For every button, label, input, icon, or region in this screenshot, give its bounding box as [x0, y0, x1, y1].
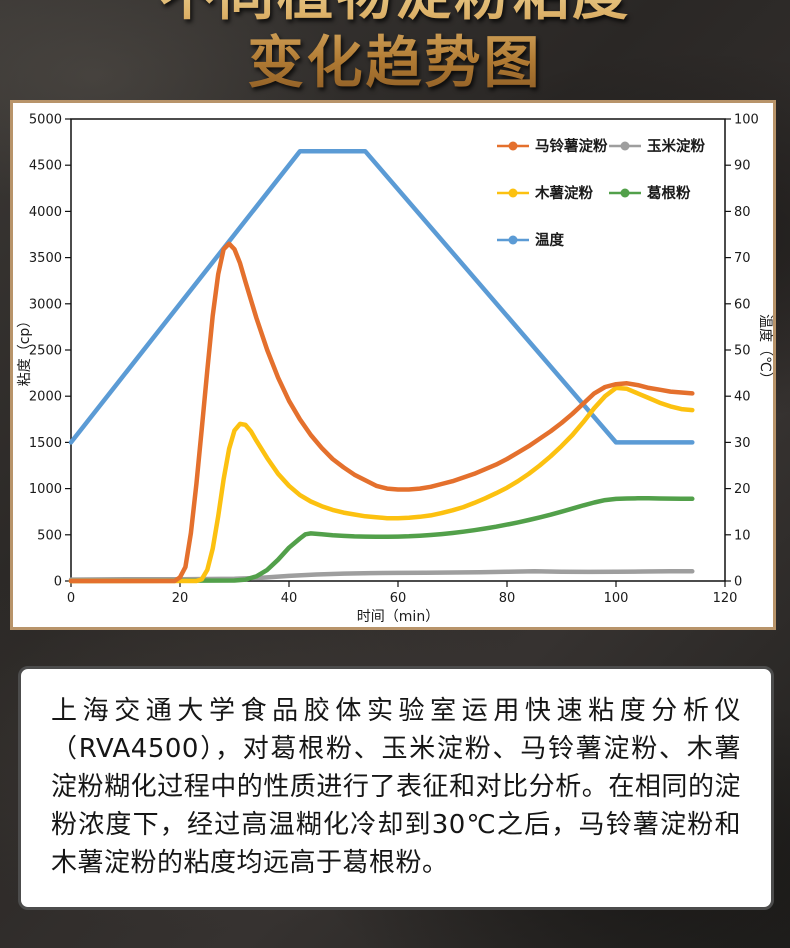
svg-text:温度（℃）: 温度（℃） [757, 314, 773, 386]
description-text: 上海交通大学食品胶体实验室运用快速粘度分析仪（RVA4500），对葛根粉、玉米淀… [51, 696, 741, 878]
svg-text:1500: 1500 [29, 436, 62, 451]
description-box: 上海交通大学食品胶体实验室运用快速粘度分析仪（RVA4500），对葛根粉、玉米淀… [18, 666, 774, 910]
svg-text:0: 0 [67, 591, 75, 606]
svg-text:4500: 4500 [29, 159, 62, 174]
chart-panel: 0 500 1000 1500 2000 2500 3000 3500 4000 4500 5000… [10, 100, 776, 630]
svg-text:20: 20 [172, 591, 189, 606]
svg-text:时间（min）: 时间（min） [357, 609, 439, 625]
svg-text:5000: 5000 [29, 113, 62, 128]
svg-text:3500: 3500 [29, 251, 62, 266]
svg-text:0: 0 [54, 575, 62, 590]
svg-text:20: 20 [734, 482, 751, 497]
svg-text:1000: 1000 [29, 482, 62, 497]
svg-text:40: 40 [734, 390, 751, 405]
svg-text:2500: 2500 [29, 344, 62, 359]
svg-text:500: 500 [37, 528, 62, 543]
svg-text:玉米淀粉: 玉米淀粉 [647, 137, 705, 155]
svg-text:木薯淀粉: 木薯淀粉 [534, 184, 593, 202]
viscosity-trend-chart: 0500100015002000250030003500400045005000… [17, 113, 773, 626]
svg-text:40: 40 [281, 591, 298, 606]
svg-text:60: 60 [734, 297, 751, 312]
svg-text:4000: 4000 [29, 205, 62, 220]
svg-text:90: 90 [734, 159, 751, 174]
svg-text:100: 100 [604, 591, 629, 606]
svg-text:60: 60 [390, 591, 407, 606]
svg-text:100: 100 [734, 113, 759, 128]
svg-text:10: 10 [734, 528, 751, 543]
svg-text:0: 0 [734, 575, 742, 590]
svg-text:3000: 3000 [29, 297, 62, 312]
svg-text:70: 70 [734, 251, 751, 266]
svg-text:120: 120 [713, 591, 738, 606]
svg-text:粘度（cp）: 粘度（cp） [17, 314, 33, 387]
svg-text:30: 30 [734, 436, 751, 451]
svg-text:50: 50 [734, 344, 751, 359]
svg-text:温度: 温度 [535, 231, 564, 249]
svg-text:马铃薯淀粉: 马铃薯淀粉 [535, 137, 608, 155]
svg-text:葛根粉: 葛根粉 [646, 184, 691, 202]
page-title-line2: 变化趋势图 [247, 31, 543, 97]
svg-text:80: 80 [734, 205, 751, 220]
svg-text:2000: 2000 [29, 390, 62, 405]
page-title: 不同植物淀粉粘度 变化趋势图 [0, 0, 790, 99]
page-title-line1: 不同植物淀粉粘度 [0, 0, 790, 30]
svg-text:80: 80 [499, 591, 516, 606]
